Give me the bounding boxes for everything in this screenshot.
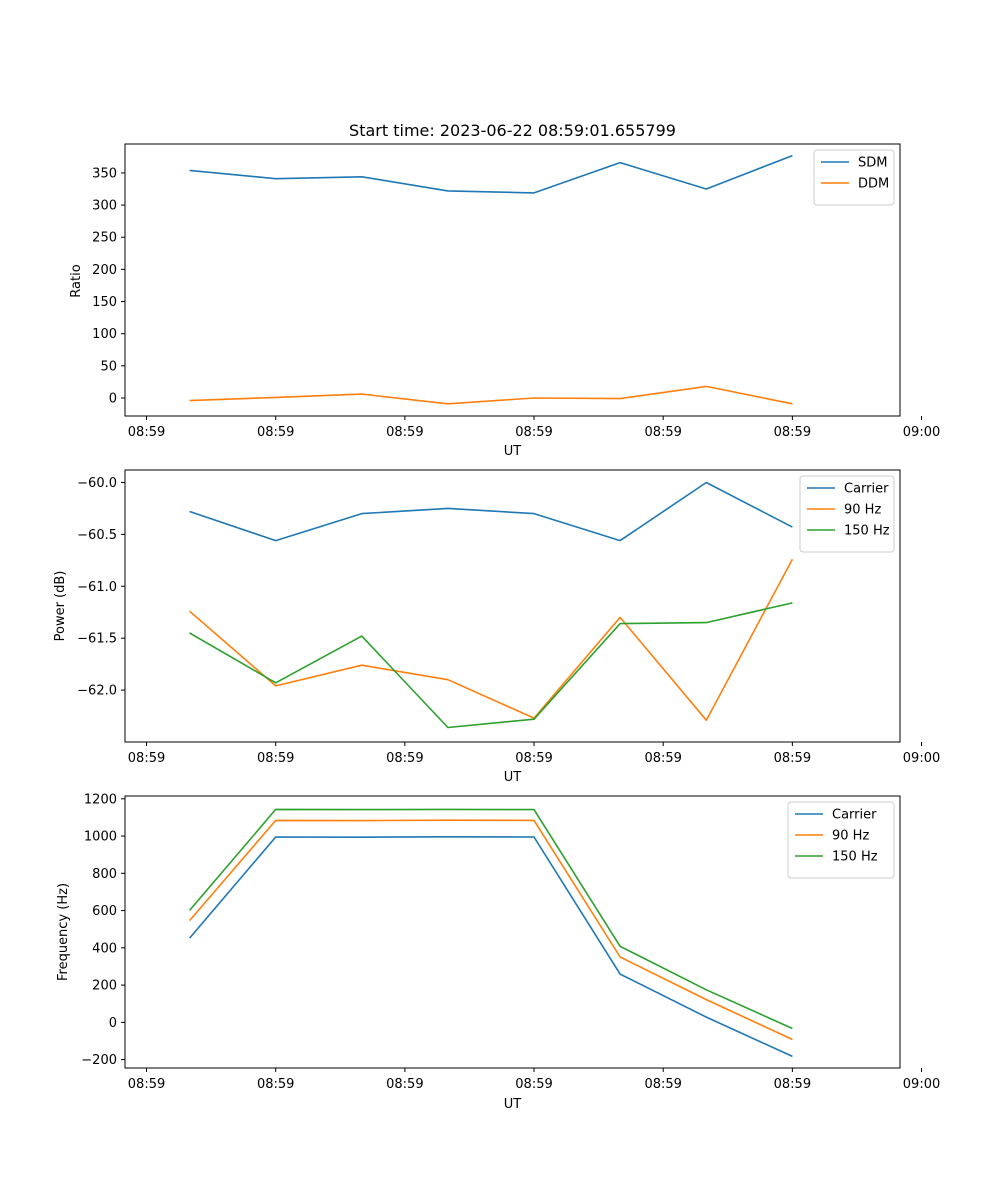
- x-tick-label: 08:59: [257, 1077, 294, 1092]
- legend-entry: Carrier: [832, 808, 877, 823]
- legend-entry: DDM: [858, 177, 889, 192]
- y-tick-label: −60.5: [77, 528, 117, 543]
- y-tick-label: 300: [92, 199, 117, 214]
- x-axis-label: UT: [504, 1097, 522, 1112]
- series-line: [188, 835, 793, 1058]
- y-axis-label: Power (dB): [53, 571, 68, 642]
- legend-box: [813, 149, 895, 206]
- series-line: [189, 385, 793, 405]
- x-tick-label: 08:59: [774, 751, 811, 766]
- power-panel: UT Power (dB) 08:59 08:59 08:59 08:59 08:59 0…: [53, 469, 940, 785]
- legend-entry: 150 Hz: [832, 850, 878, 865]
- y-tick-label: 50: [100, 359, 117, 374]
- y-tick-label: 200: [92, 263, 117, 278]
- x-tick-label: 09:00: [903, 1077, 940, 1092]
- x-axis-label: UT: [504, 444, 522, 459]
- y-axis-label: Ratio: [69, 264, 84, 297]
- y-tick-label: 350: [92, 166, 117, 181]
- y-tick-label: 150: [92, 295, 117, 310]
- x-tick-label: 08:59: [386, 425, 423, 440]
- x-tick-label: 08:59: [644, 1077, 681, 1092]
- legend-box: [787, 801, 895, 879]
- plot-frame: [124, 795, 901, 1069]
- series-line: [189, 481, 793, 542]
- y-tick-label: 400: [92, 941, 117, 956]
- y-tick-label: 1200: [84, 792, 117, 807]
- ratio-panel: Start time: 2023-06-22 08:59:01.655799 U…: [69, 121, 940, 459]
- y-tick-label: −61.5: [77, 632, 117, 647]
- legend-entry: 90 Hz: [844, 503, 881, 518]
- legend-entry: SDM: [858, 156, 887, 171]
- y-tick-label: −200: [81, 1053, 117, 1068]
- chart-title: Start time: 2023-06-22 08:59:01.655799: [349, 121, 676, 140]
- x-tick-label: 09:00: [903, 425, 940, 440]
- x-tick-label: 08:59: [644, 425, 681, 440]
- plot-frame: [124, 143, 901, 417]
- x-tick-label: 08:59: [774, 1077, 811, 1092]
- y-tick-label: −62.0: [77, 684, 117, 699]
- x-axis-label: UT: [504, 770, 522, 785]
- y-tick-label: −61.0: [77, 580, 117, 595]
- y-tick-label: 0: [109, 1016, 117, 1031]
- y-tick-label: 600: [92, 904, 117, 919]
- x-tick-label: 08:59: [515, 425, 552, 440]
- y-tick-label: 800: [92, 867, 117, 882]
- legend: Carrier 90 Hz 150 Hz: [799, 475, 895, 553]
- y-tick-label: −60.0: [77, 476, 117, 491]
- x-tick-label: 08:59: [386, 1077, 423, 1092]
- x-tick-label: 08:59: [257, 425, 294, 440]
- y-axis-label: Frequency (Hz): [56, 883, 71, 981]
- series-line: [188, 819, 793, 1041]
- frequency-panel: UT Frequency (Hz) 08:59 08:59 08:59 08:59 08…: [56, 792, 940, 1112]
- legend-entry: Carrier: [844, 482, 889, 497]
- x-tick-label: 08:59: [128, 751, 165, 766]
- x-tick-label: 08:59: [644, 751, 681, 766]
- x-tick-label: 08:59: [386, 751, 423, 766]
- series-line: [189, 558, 794, 722]
- legend-entry: 90 Hz: [832, 829, 869, 844]
- series-line: [189, 154, 793, 194]
- x-tick-label: 08:59: [257, 751, 294, 766]
- legend: SDM DDM: [813, 149, 895, 206]
- series-line: [189, 602, 793, 729]
- y-tick-label: 0: [109, 391, 117, 406]
- y-tick-label: 200: [92, 979, 117, 994]
- legend-entry: 150 Hz: [844, 524, 890, 539]
- x-tick-label: 08:59: [515, 751, 552, 766]
- legend-box: [799, 475, 895, 553]
- x-tick-label: 09:00: [903, 751, 940, 766]
- legend: Carrier 90 Hz 150 Hz: [787, 801, 895, 879]
- plot-frame: [124, 469, 901, 743]
- x-tick-label: 08:59: [128, 425, 165, 440]
- y-tick-label: 1000: [84, 830, 117, 845]
- x-tick-label: 08:59: [515, 1077, 552, 1092]
- x-tick-label: 08:59: [774, 425, 811, 440]
- x-tick-label: 08:59: [128, 1077, 165, 1092]
- y-tick-label: 250: [92, 231, 117, 246]
- series-line: [188, 808, 793, 1030]
- y-tick-label: 100: [92, 327, 117, 342]
